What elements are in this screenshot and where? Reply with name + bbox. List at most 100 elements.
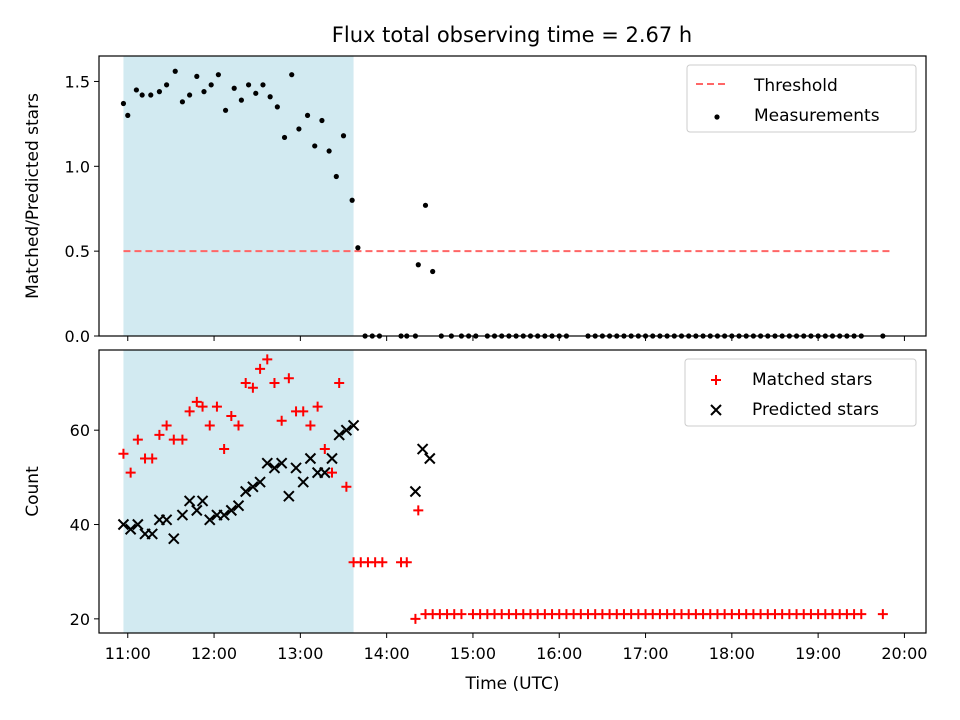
measurement-point	[267, 94, 273, 100]
measurement-point	[333, 173, 339, 180]
matched-star-point	[413, 505, 424, 516]
legend-box	[684, 358, 917, 427]
measurement-point	[179, 99, 186, 105]
legend-label: Measurements	[754, 106, 880, 126]
measurement-point	[215, 72, 221, 78]
predicted-star-point	[340, 424, 353, 436]
measurement-point	[194, 73, 200, 79]
y-tick-label: 20	[70, 610, 90, 629]
predicted-star-point	[239, 485, 252, 498]
predicted-star-point	[424, 452, 436, 465]
predicted-star-point	[304, 452, 317, 465]
y-axis-label: Count	[23, 466, 43, 517]
measurement-point	[245, 82, 252, 88]
matched-star-point	[262, 354, 273, 365]
matched-star-point	[401, 557, 412, 568]
y-tick-label: 0.0	[65, 327, 90, 346]
matched-star-point	[269, 378, 280, 389]
matched-star-point	[877, 609, 888, 620]
legend-box	[686, 64, 917, 133]
predicted-star-point	[319, 466, 331, 479]
x-axis-label: Time (UTC)	[465, 674, 560, 694]
matched-star-point	[856, 609, 867, 620]
x-tick-label: 19:00	[795, 644, 841, 663]
predicted-star-point	[283, 490, 295, 502]
matched-star-point	[305, 420, 316, 431]
matched-star-point	[377, 557, 388, 568]
measurement-point	[326, 148, 332, 154]
predicted-star-point	[124, 523, 137, 535]
matched-star-point	[247, 382, 258, 393]
matched-star-point	[154, 429, 165, 440]
legend-predicted-swatch	[710, 404, 722, 416]
legend-label: Predicted stars	[752, 400, 879, 420]
predicted-star-point	[347, 419, 360, 432]
measurement-point	[222, 107, 229, 113]
predicted-star-point	[183, 495, 196, 507]
measurement-point	[201, 89, 207, 95]
predicted-star-point	[326, 452, 338, 465]
y-tick-label: 1.5	[65, 72, 90, 91]
predicted-star-point	[409, 485, 422, 498]
x-tick-label: 15:00	[450, 644, 496, 663]
y-tick-label: 40	[70, 516, 90, 535]
matched-star-point	[191, 396, 202, 407]
measurement-point	[349, 197, 355, 203]
measurement-point	[253, 90, 259, 96]
observing-span	[123, 350, 354, 633]
matched-star-point	[132, 434, 143, 445]
matched-star-point	[211, 401, 222, 412]
measurement-point	[296, 126, 302, 132]
matched-star-point	[410, 613, 421, 624]
matched-star-point	[341, 481, 352, 492]
measurement-point	[289, 72, 295, 78]
predicted-star-point	[132, 518, 144, 531]
measurement-point	[139, 92, 145, 98]
observing-span	[123, 56, 354, 336]
matched-star-point	[255, 363, 266, 374]
measurement-point	[355, 245, 361, 251]
x-tick-label: 11:00	[105, 644, 151, 663]
measurement-point	[312, 143, 318, 149]
matched-star-point	[283, 373, 294, 384]
measurement-point	[163, 82, 170, 88]
x-tick-label: 13:00	[277, 644, 323, 663]
matched-star-point	[147, 453, 158, 464]
predicted-star-point	[176, 509, 189, 521]
matched-star-point	[184, 406, 195, 417]
x-tick-label: 12:00	[191, 644, 237, 663]
matched-star-point	[233, 420, 244, 431]
y-tick-label: 0.5	[65, 242, 90, 261]
matched-star-point	[226, 411, 237, 422]
matched-star-point	[161, 420, 172, 431]
plot-frame	[98, 349, 927, 634]
predicted-star-point	[275, 457, 288, 469]
measurement-point	[156, 89, 163, 95]
measurement-point	[422, 202, 429, 208]
predicted-star-point	[297, 476, 309, 488]
matched-star-point	[276, 415, 287, 426]
matched-star-point	[334, 378, 345, 389]
x-tick-label: 17:00	[622, 644, 668, 663]
matched-star-point	[118, 448, 129, 459]
matched-star-point	[197, 401, 208, 412]
measurement-point	[238, 97, 244, 103]
predicted-star-point	[268, 462, 281, 474]
measurement-point	[281, 134, 288, 141]
y-axis-label: Matched/Predicted stars	[23, 93, 43, 299]
matched-star-point	[456, 609, 467, 620]
measurement-point	[415, 262, 421, 268]
matched-star-point	[312, 401, 323, 412]
matched-star-point	[326, 467, 337, 478]
y-tick-label: 60	[70, 421, 90, 440]
bottom-panel: 20 40 60 11:00 12:00 13:00 14:00 15:00 16:00 17:0…	[23, 349, 927, 694]
measurement-point	[304, 112, 311, 118]
chart-title: Flux total observing time = 2.67 h	[332, 23, 692, 47]
matched-star-point	[168, 434, 179, 445]
matched-star-point	[125, 467, 136, 478]
legend-matched-swatch	[711, 375, 721, 385]
x-tick-label: 14:00	[364, 644, 410, 663]
predicted-star-point	[247, 481, 259, 493]
measurement-point	[187, 92, 193, 98]
